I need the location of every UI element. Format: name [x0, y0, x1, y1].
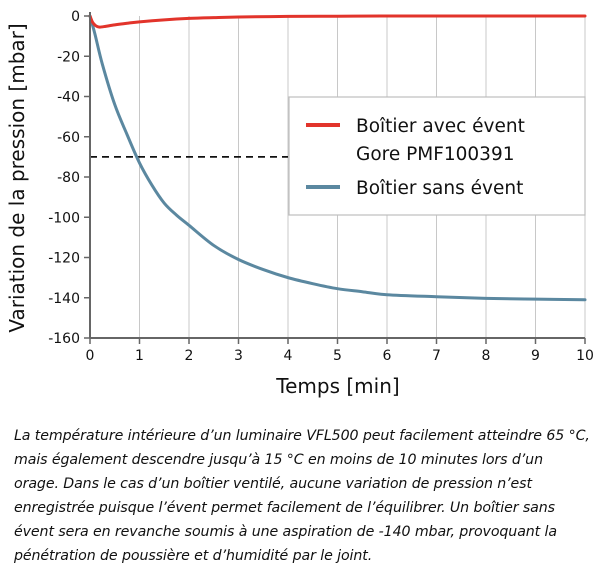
legend-box — [288, 96, 586, 216]
x-tick-label-0: 0 — [86, 348, 95, 364]
y-axis-label: Variation de la pression [mbar] — [5, 23, 29, 332]
x-tick-label-8: 8 — [482, 348, 491, 364]
x-tick-label-2: 2 — [185, 348, 194, 364]
series-group — [88, 14, 587, 302]
y-tick-label-0: 0 — [71, 9, 80, 25]
x-tick-label-7: 7 — [432, 348, 441, 364]
axes: 0 -20 -40 -60 -80 -100 -120 -140 -160 0 1 2 3 4 5 6 7 8 9 1… — [48, 9, 594, 364]
y-tick-label-2: -40 — [57, 90, 80, 106]
figure-caption: La température intérieure d’un luminaire… — [14, 428, 590, 564]
x-tick-label-5: 5 — [333, 348, 342, 364]
y-tick-label-4: -80 — [57, 170, 80, 186]
x-tick-label-6: 6 — [383, 348, 392, 364]
x-tick-label-10: 10 — [576, 348, 594, 364]
y-tick-label-1: -20 — [57, 49, 80, 65]
y-tick-label-6: -120 — [48, 251, 80, 267]
x-axis-label: Temps [min] — [275, 374, 399, 398]
pressure-chart: 0 -20 -40 -60 -80 -100 -120 -140 -160 0 1 2 3 4 5 6 7 8 9 1… — [5, 9, 594, 398]
y-tick-label-8: -160 — [48, 331, 80, 347]
legend: Boîtier avec évent Gore PMF100391 Boîtier … — [288, 96, 586, 216]
x-tick-label-1: 1 — [135, 348, 144, 364]
y-tick-label-5: -100 — [48, 210, 80, 226]
y-tick-label-7: -140 — [48, 291, 80, 307]
series-line-0 — [88, 14, 587, 29]
legend-label-1-0: Boîtier sans évent — [356, 178, 523, 199]
series-line-1 — [88, 14, 587, 302]
x-tick-label-4: 4 — [284, 348, 293, 364]
x-tick-label-9: 9 — [531, 348, 540, 364]
y-tick-label-3: -60 — [57, 130, 80, 146]
legend-label-0-1: Gore PMF100391 — [356, 144, 515, 165]
x-tick-label-3: 3 — [234, 348, 243, 364]
legend-label-0-0: Boîtier avec évent — [356, 116, 525, 137]
